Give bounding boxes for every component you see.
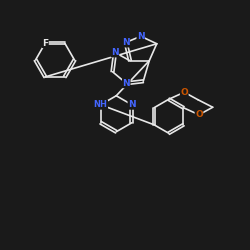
Text: F: F	[42, 38, 48, 48]
Text: N: N	[128, 100, 136, 109]
Text: N: N	[122, 38, 130, 47]
Text: O: O	[195, 110, 203, 119]
Text: N: N	[137, 32, 144, 41]
Text: N: N	[122, 79, 130, 88]
Text: NH: NH	[94, 100, 108, 109]
Text: N: N	[111, 48, 119, 57]
Text: O: O	[180, 88, 188, 97]
